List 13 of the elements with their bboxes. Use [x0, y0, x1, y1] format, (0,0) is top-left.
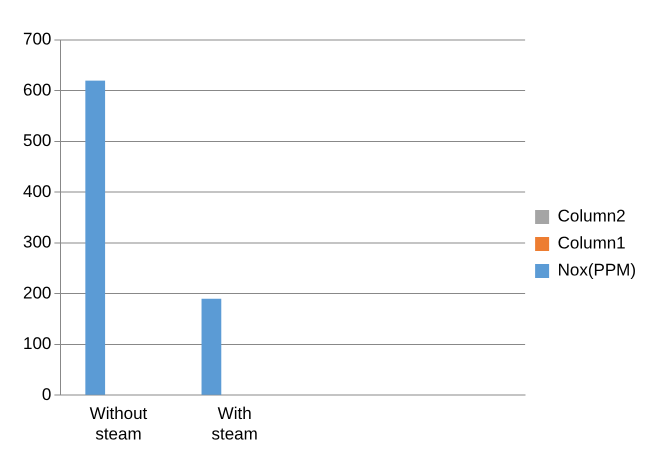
- y-tick-label: 700: [22, 30, 52, 49]
- x-tick-label: With steam: [211, 404, 258, 444]
- y-tick-label: 600: [22, 80, 52, 100]
- y-tick-label: 200: [22, 283, 52, 302]
- y-tick-label: 100: [22, 334, 52, 354]
- y-tick-label: 400: [22, 182, 52, 201]
- y-tick-label: 300: [22, 232, 52, 252]
- legend-label: Nox(PPM): [558, 260, 636, 280]
- legend-label: Column2: [558, 206, 626, 226]
- y-tick-label: 0: [42, 384, 52, 404]
- y-tick-label: 500: [22, 131, 52, 150]
- legend-label: Column1: [558, 234, 626, 253]
- x-tick-label: Without steam: [90, 404, 148, 444]
